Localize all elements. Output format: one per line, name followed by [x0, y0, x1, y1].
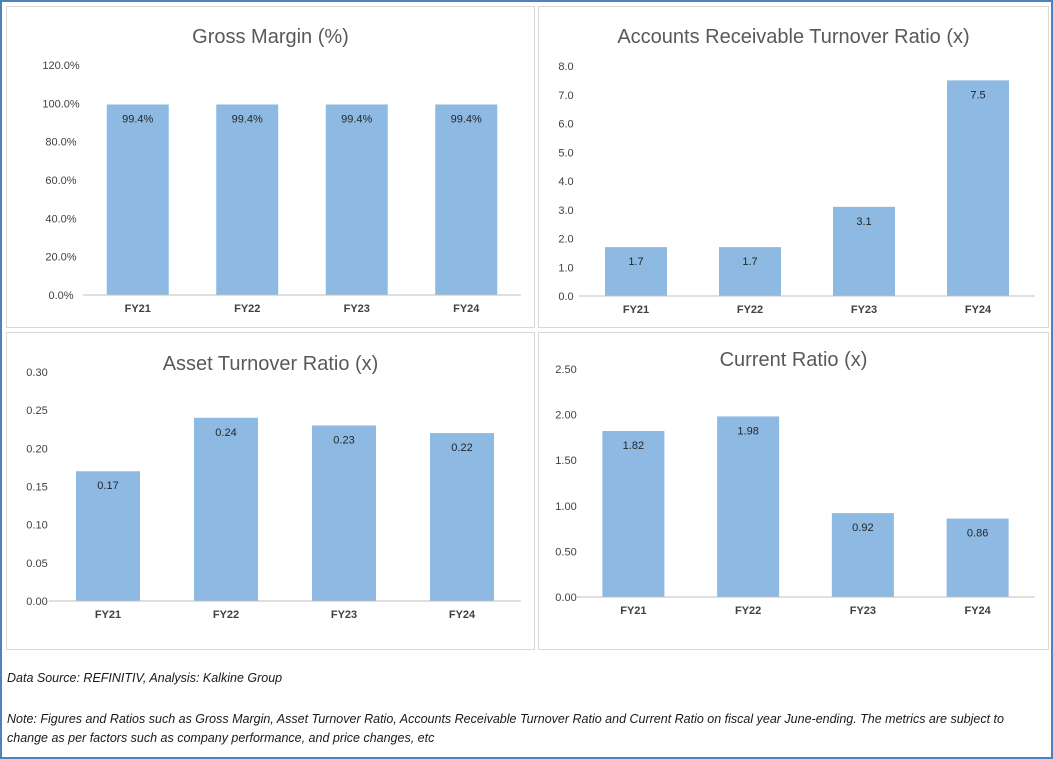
- y-tick-label: 0.20: [26, 443, 47, 455]
- gross-margin-chart-panel: Gross Margin (%) 0.0% 20.0% 40.0% 60.0% 80.0%…: [6, 6, 535, 328]
- x-tick-label: FY24: [453, 303, 480, 315]
- y-tick-label: 2.50: [555, 364, 576, 376]
- current-ratio-chart-panel: Current Ratio (x) 0.00 0.50 1.00 1.50 2.00 2.5…: [538, 332, 1049, 650]
- asset-turnover-chart-panel: Asset Turnover Ratio (x) 0.00 0.05 0.10 0.15…: [6, 332, 535, 650]
- chart-title: Accounts Receivable Turnover Ratio (x): [617, 26, 969, 48]
- bar-fy22: [216, 104, 279, 295]
- x-tick-label: FY22: [735, 605, 761, 617]
- data-label: 1.7: [628, 256, 643, 268]
- current-ratio-chart: Current Ratio (x) 0.00 0.50 1.00 1.50 2.00 2.5…: [555, 349, 1035, 617]
- x-tick-label: FY23: [851, 304, 877, 316]
- y-tick-label: 0.10: [26, 520, 47, 532]
- x-tick-label: FY24: [964, 605, 991, 617]
- bar-fy21: [605, 247, 667, 296]
- data-label: 3.1: [856, 216, 871, 228]
- y-tick-label: 3.0: [558, 205, 573, 217]
- data-label: 1.7: [742, 256, 757, 268]
- x-tick-label: FY23: [850, 605, 876, 617]
- x-tick-label: FY22: [213, 609, 239, 621]
- chart-title: Current Ratio (x): [720, 349, 868, 371]
- y-tick-label: 0.25: [26, 405, 47, 417]
- data-label: 99.4%: [122, 113, 153, 125]
- x-tick-label: FY21: [125, 303, 151, 315]
- bar-fy24: [947, 80, 1009, 296]
- bar-fy22: [194, 417, 258, 601]
- x-tick-label: FY21: [620, 605, 646, 617]
- y-tick-label: 1.0: [558, 262, 573, 274]
- y-tick-label: 1.00: [555, 501, 576, 513]
- data-label: 0.24: [215, 427, 236, 439]
- y-tick-label: 0.00: [555, 592, 576, 604]
- data-label: 99.4%: [232, 113, 263, 125]
- bar-fy24: [430, 433, 494, 601]
- data-label: 1.82: [623, 440, 644, 452]
- y-tick-label: 120.0%: [42, 60, 80, 72]
- disclaimer-note: Note: Figures and Ratios such as Gross M…: [7, 712, 1004, 745]
- bar-fy23: [831, 513, 894, 597]
- x-tick-label: FY22: [234, 303, 260, 315]
- data-label: 0.22: [451, 442, 472, 454]
- x-tick-label: FY24: [449, 609, 476, 621]
- y-tick-label: 0.00: [26, 596, 47, 608]
- y-tick-label: 60.0%: [45, 175, 76, 187]
- data-label: 99.4%: [451, 113, 482, 125]
- y-tick-label: 1.50: [555, 455, 576, 467]
- data-label: 0.17: [97, 480, 118, 492]
- y-tick-label: 5.0: [558, 147, 573, 159]
- bar-fy23: [833, 206, 895, 296]
- data-source-note: Data Source: REFINITIV, Analysis: Kalkin…: [7, 671, 283, 685]
- y-tick-label: 40.0%: [45, 213, 76, 225]
- bar-fy21: [76, 471, 140, 601]
- y-tick-label: 100.0%: [42, 98, 80, 110]
- y-tick-label: 8.0: [558, 61, 573, 73]
- bar-fy21: [106, 104, 169, 295]
- y-tick-label: 6.0: [558, 119, 573, 131]
- data-label: 99.4%: [341, 113, 372, 125]
- y-tick-label: 20.0%: [45, 252, 76, 264]
- y-tick-label: 2.0: [558, 234, 573, 246]
- x-tick-label: FY23: [331, 609, 357, 621]
- y-tick-label: 0.15: [26, 482, 47, 494]
- chart-title: Gross Margin (%): [192, 26, 349, 48]
- receivable-turnover-chart: Accounts Receivable Turnover Ratio (x) 0.…: [558, 26, 1035, 316]
- gross-margin-chart: Gross Margin (%) 0.0% 20.0% 40.0% 60.0% 80.0%…: [42, 26, 521, 315]
- y-tick-label: 0.50: [555, 546, 576, 558]
- y-tick-label: 0.0: [558, 291, 573, 303]
- bar-fy22: [717, 416, 780, 597]
- data-label: 1.98: [737, 425, 758, 437]
- x-tick-label: FY23: [344, 303, 370, 315]
- y-tick-label: 7.0: [558, 90, 573, 102]
- y-tick-label: 4.0: [558, 176, 573, 188]
- bar-fy24: [435, 104, 498, 295]
- bar-fy23: [312, 425, 376, 601]
- bar-fy23: [325, 104, 388, 295]
- y-tick-label: 0.05: [26, 558, 47, 570]
- x-tick-label: FY21: [623, 304, 649, 316]
- data-label: 0.92: [852, 522, 873, 534]
- y-tick-label: 0.30: [26, 367, 47, 379]
- bar-fy22: [719, 247, 781, 296]
- receivable-turnover-chart-panel: Accounts Receivable Turnover Ratio (x) 0.…: [538, 6, 1049, 328]
- chart-title: Asset Turnover Ratio (x): [163, 353, 379, 375]
- data-label: 0.23: [333, 434, 354, 446]
- asset-turnover-chart: Asset Turnover Ratio (x) 0.00 0.05 0.10 0.15…: [26, 353, 521, 621]
- bar-fy24: [946, 518, 1009, 597]
- y-tick-label: 0.0%: [48, 290, 73, 302]
- data-label: 7.5: [970, 89, 985, 101]
- x-tick-label: FY22: [737, 304, 763, 316]
- y-tick-label: 80.0%: [45, 137, 76, 149]
- x-tick-label: FY24: [965, 304, 992, 316]
- y-tick-label: 2.00: [555, 410, 576, 422]
- data-label: 0.86: [967, 528, 988, 540]
- bar-fy21: [602, 431, 665, 597]
- x-tick-label: FY21: [95, 609, 121, 621]
